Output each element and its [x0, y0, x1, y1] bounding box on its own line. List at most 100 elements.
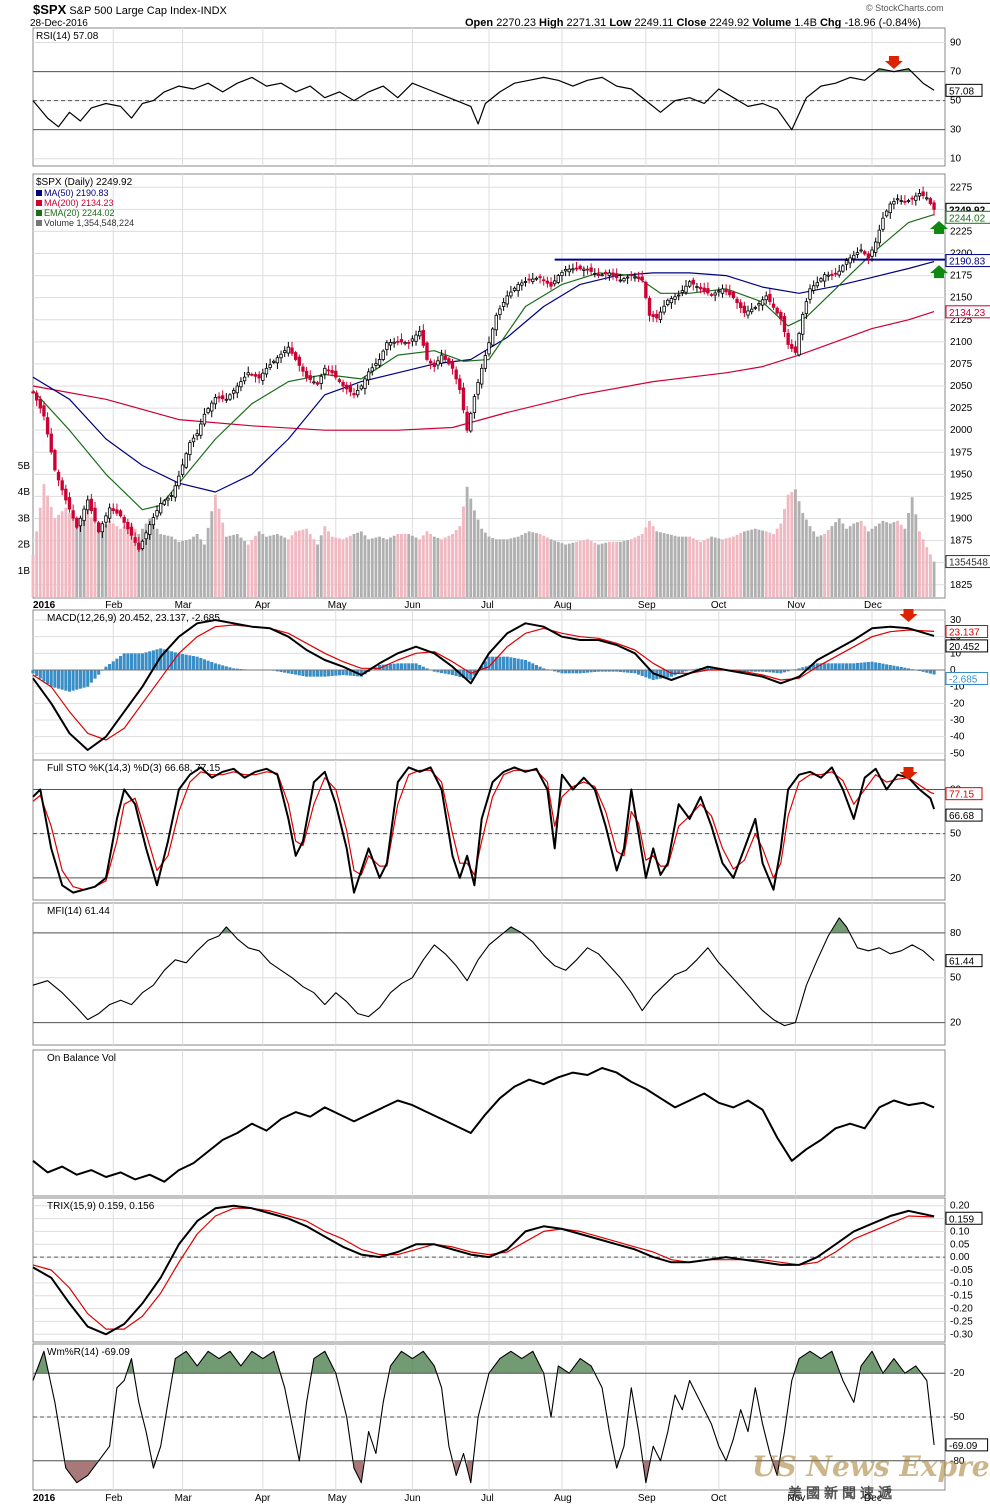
volume-bar — [888, 523, 892, 597]
volume-bar — [611, 541, 615, 597]
macd-histogram-bar — [593, 670, 597, 672]
x-axis-month-label-bottom: May — [328, 1493, 347, 1504]
price-candle-body — [184, 453, 188, 468]
volume-bar — [702, 540, 706, 597]
volume-bar — [801, 513, 805, 597]
macd-histogram-bar — [352, 670, 356, 676]
volume-bar — [582, 540, 586, 597]
macd-histogram-bar — [855, 663, 859, 670]
macd-histogram-bar — [866, 662, 870, 670]
price-candle-body — [366, 371, 371, 381]
macd-histogram-bar — [757, 670, 761, 672]
volume-bar — [137, 534, 141, 597]
wmr-legend: Wm%R(14) -69.09 — [47, 1347, 130, 1358]
macd-histogram-bar — [403, 663, 407, 670]
volume-bar — [542, 535, 546, 597]
index-name: S&P 500 Large Cap Index — [69, 5, 197, 17]
macd-histogram-bar — [903, 667, 907, 670]
volume-bar — [648, 520, 651, 597]
volume-bar — [418, 539, 422, 597]
price-candle-body — [370, 367, 374, 372]
volume-bar — [275, 534, 279, 597]
trix-y-tick-label: 0.10 — [950, 1226, 970, 1237]
price-candle-body — [268, 364, 272, 368]
volume-bar — [341, 539, 345, 597]
price-candle-body — [137, 542, 141, 550]
macd-histogram-bar — [122, 653, 126, 670]
volume-bar — [498, 539, 502, 597]
price-candle-body — [461, 387, 466, 411]
volume-bar — [593, 542, 597, 597]
price-candle-body — [242, 376, 247, 382]
price-candle-body — [374, 363, 378, 366]
volume-bar — [352, 534, 356, 597]
price-overlay-swatch — [36, 220, 42, 226]
price-candle-body — [585, 268, 590, 271]
macd-histogram-bar — [290, 670, 294, 674]
price-y-tick-label: 2275 — [950, 182, 973, 193]
volume-bar — [414, 537, 418, 597]
macd-histogram-bar — [494, 656, 498, 670]
volume-bar — [669, 534, 673, 597]
volume-bar — [823, 534, 827, 597]
volume-bar — [305, 528, 309, 597]
price-candle-body — [775, 307, 779, 314]
price-candle-body — [341, 381, 345, 387]
volume-bar — [192, 536, 195, 597]
price-candle-body — [917, 193, 922, 197]
price-candle-body — [377, 359, 382, 366]
price-y-tick-label: 2225 — [950, 226, 973, 237]
volume-bar — [783, 509, 786, 597]
volume-bar — [545, 537, 549, 597]
price-green-arrow-lower — [930, 265, 948, 279]
macd-histogram-bar — [188, 655, 192, 670]
volume-bar — [330, 536, 334, 597]
macd-y-tick-label: 0 — [950, 665, 956, 676]
volume-bar — [710, 536, 713, 597]
x-axis-month-label-bottom: Mar — [175, 1493, 193, 1504]
volume-bar — [637, 535, 640, 597]
price-candle-body — [82, 508, 86, 521]
volume-bar — [768, 532, 772, 597]
volume-bar — [378, 536, 381, 597]
macd-histogram-bar — [228, 667, 232, 670]
price-candle-body — [465, 411, 469, 431]
price-candle-body — [866, 253, 871, 259]
volume-bar — [516, 536, 520, 597]
price-candle-body — [563, 268, 568, 272]
price-candle-body — [629, 274, 633, 277]
macd-histogram-bar — [31, 670, 35, 674]
obv-legend: On Balance Vol — [47, 1053, 116, 1064]
macd-histogram-bar — [210, 662, 214, 670]
price-candle-body — [552, 280, 557, 285]
x-axis-month-label-bottom: Sep — [638, 1493, 656, 1504]
price-candle-body — [301, 366, 305, 372]
price-candle-body — [811, 285, 816, 291]
price-candle-body — [180, 464, 185, 475]
volume-bar — [651, 526, 655, 597]
price-candle-body — [286, 346, 291, 354]
volume-bar — [786, 494, 790, 597]
price-candle-body — [443, 355, 447, 360]
low-label: Low — [609, 17, 632, 29]
wmr-overbought-fill — [390, 1351, 437, 1374]
macd-histogram-bar — [388, 664, 393, 670]
price-candle-body — [392, 341, 396, 344]
volume-bar — [97, 531, 101, 597]
price-candle-body — [556, 275, 560, 283]
macd-histogram-bar — [381, 664, 385, 670]
volume-bar — [162, 534, 166, 597]
volume-bar — [228, 535, 232, 597]
price-candle-body — [133, 537, 137, 543]
price-candle-body — [140, 540, 145, 550]
price-candle-body — [173, 485, 177, 498]
macd-y-tick-label: -10 — [950, 682, 965, 693]
price-candle-body — [38, 398, 42, 409]
x-axis-month-label: Jun — [404, 600, 420, 611]
price-candle-body — [454, 369, 458, 380]
sto-legend: Full STO %K(14,3) %D(3) 66.68, 77.15 — [47, 763, 221, 774]
price-candle-body — [253, 374, 258, 377]
price-candle-body — [746, 310, 750, 316]
price-candle-body — [611, 272, 615, 276]
volume-bar — [151, 523, 155, 597]
